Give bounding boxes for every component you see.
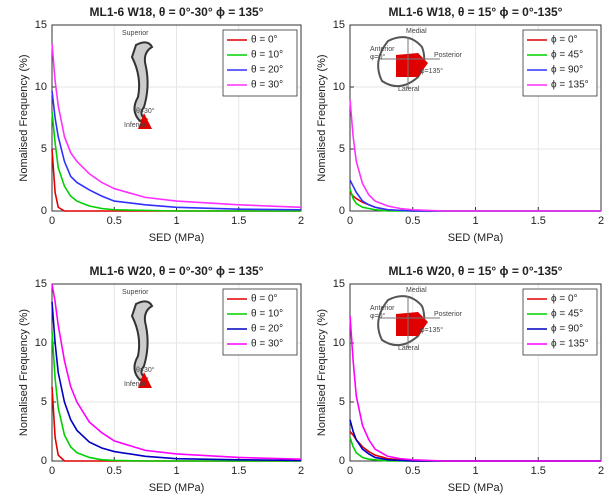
legend-label: ϕ = 45° — [551, 309, 583, 320]
annotation: Posterior — [434, 52, 463, 59]
chart-title: ML1-6 W18, θ = 0°-30° ϕ = 135° — [90, 5, 264, 19]
inset-marker — [138, 372, 152, 388]
series-line — [349, 315, 601, 462]
annotation: Lateral — [398, 345, 420, 352]
y-axis-label: Nomalised Frequency (%) — [18, 309, 30, 436]
legend-label: θ = 30° — [251, 339, 283, 350]
y-tick-label: 10 — [333, 337, 345, 349]
x-tick-label: 0.5 — [107, 215, 122, 227]
annotation: Anterior — [370, 305, 395, 312]
x-tick-label: 2 — [298, 215, 304, 227]
series-line — [51, 111, 301, 212]
x-axis-label: SED (MPa) — [448, 482, 504, 494]
y-tick-label: 15 — [333, 278, 345, 290]
x-tick-label: 1.5 — [231, 465, 246, 477]
legend-label: θ = 10° — [251, 50, 283, 61]
annotation: θ=30° — [136, 107, 155, 115]
y-tick-label: 10 — [35, 81, 47, 93]
annotation: Inferior — [124, 122, 146, 129]
x-tick-label: 0 — [49, 465, 55, 477]
y-axis-label: Nomalised Frequency (%) — [18, 54, 30, 181]
y-tick-label: 15 — [333, 19, 345, 31]
x-tick-label: 0.5 — [405, 465, 420, 477]
chart-title: ML1-6 W20, θ = 15° ϕ = 0°-135° — [389, 264, 563, 278]
legend-label: ϕ = 0° — [551, 35, 578, 46]
x-tick-label: 2 — [598, 465, 604, 477]
annotation: Superior — [122, 30, 149, 37]
subplot: 0 5 10 15 0 0.5 1 1.5 2 ML1-6 W20, θ = 0°-30° ϕ =… — [18, 264, 304, 494]
y-tick-label: 0 — [339, 455, 345, 467]
annotation: φ=0° — [370, 53, 386, 61]
x-tick-label: 1 — [173, 465, 179, 477]
legend-label: ϕ = 90° — [551, 65, 583, 76]
legend-label: θ = 10° — [251, 309, 283, 320]
series-line — [51, 283, 302, 461]
annotation: Inferior — [124, 381, 146, 388]
inset-marker — [138, 113, 152, 129]
x-tick-label: 1 — [173, 215, 179, 227]
x-tick-label: 0 — [347, 465, 353, 477]
annotation: φ=0° — [370, 312, 386, 320]
x-tick-label: 0.5 — [107, 465, 122, 477]
legend-label: ϕ = 0° — [551, 294, 578, 305]
annotation: φ=135° — [420, 326, 443, 334]
inset-shape — [130, 41, 154, 123]
y-tick-label: 15 — [35, 278, 47, 290]
y-axis-label: Nomalised Frequency (%) — [316, 54, 328, 181]
subplot: 0 5 10 15 0 0.5 1 1.5 2 ML1-6 W18, θ = 15° ϕ = 0°… — [316, 5, 604, 244]
x-tick-label: 1.5 — [231, 215, 246, 227]
y-tick-label: 5 — [339, 143, 345, 155]
x-tick-label: 0.5 — [405, 215, 420, 227]
legend-label: θ = 0° — [251, 35, 278, 46]
y-tick-label: 10 — [333, 81, 345, 93]
annotation: Medial — [406, 287, 427, 294]
legend-label: ϕ = 45° — [551, 50, 583, 61]
annotation: φ=135° — [420, 67, 443, 75]
series-line — [51, 301, 302, 462]
series-line — [51, 43, 302, 209]
x-tick-label: 1.5 — [531, 215, 546, 227]
series-line — [349, 99, 601, 212]
x-tick-label: 1 — [472, 215, 478, 227]
legend-label: ϕ = 135° — [551, 80, 589, 91]
chart-title: ML1-6 W20, θ = 0°-30° ϕ = 135° — [90, 264, 264, 278]
series-line — [51, 331, 301, 462]
legend-label: ϕ = 135° — [551, 339, 589, 350]
y-tick-label: 5 — [339, 396, 345, 408]
y-tick-label: 0 — [339, 205, 345, 217]
annotation: Anterior — [370, 46, 395, 53]
legend-label: θ = 30° — [251, 80, 283, 91]
chart-title: ML1-6 W18, θ = 15° ϕ = 0°-135° — [389, 5, 563, 19]
y-tick-label: 0 — [41, 455, 47, 467]
y-tick-label: 15 — [35, 19, 47, 31]
x-axis-label: SED (MPa) — [448, 232, 504, 244]
annotation: Lateral — [398, 86, 420, 93]
inset-shape — [130, 300, 154, 382]
y-tick-label: 5 — [41, 143, 47, 155]
y-tick-label: 10 — [35, 337, 47, 349]
annotation: θ=30° — [136, 366, 155, 374]
x-axis-label: SED (MPa) — [149, 232, 205, 244]
series-line — [51, 90, 302, 211]
x-tick-label: 0 — [49, 215, 55, 227]
legend-label: θ = 0° — [251, 294, 278, 305]
y-tick-label: 0 — [41, 205, 47, 217]
y-tick-label: 5 — [41, 396, 47, 408]
x-tick-label: 2 — [298, 465, 304, 477]
annotation: Posterior — [434, 311, 463, 318]
legend-label: θ = 20° — [251, 65, 283, 76]
x-tick-label: 0 — [347, 215, 353, 227]
legend-label: θ = 20° — [251, 324, 283, 335]
annotation: Medial — [406, 28, 427, 35]
subplot: 0 5 10 15 0 0.5 1 1.5 2 ML1-6 W18, θ = 0°-30° ϕ =… — [18, 5, 304, 244]
x-tick-label: 1 — [472, 465, 478, 477]
legend-label: ϕ = 90° — [551, 324, 583, 335]
y-axis-label: Nomalised Frequency (%) — [316, 309, 328, 436]
x-axis-label: SED (MPa) — [149, 482, 205, 494]
subplot: 0 5 10 15 0 0.5 1 1.5 2 ML1-6 W20, θ = 15° ϕ = 0°… — [316, 264, 604, 494]
x-tick-label: 2 — [598, 215, 604, 227]
x-tick-label: 1.5 — [531, 465, 546, 477]
annotation: Superior — [122, 289, 149, 296]
